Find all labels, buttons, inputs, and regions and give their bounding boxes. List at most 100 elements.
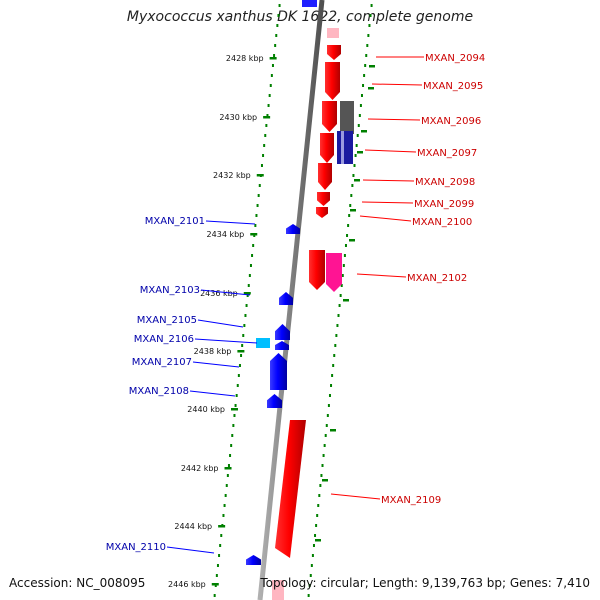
track-dot xyxy=(362,84,365,87)
label-connector xyxy=(356,273,407,278)
track-dot xyxy=(317,504,320,507)
track-dot xyxy=(334,344,337,347)
track-dot xyxy=(240,354,243,357)
track-dot xyxy=(235,394,238,397)
track-dot xyxy=(315,524,318,527)
track-dot xyxy=(343,254,346,257)
track-dot xyxy=(246,294,249,297)
track-dot xyxy=(215,574,218,577)
track-dot xyxy=(359,104,362,107)
track-dot xyxy=(340,284,343,287)
track-dot xyxy=(244,314,247,317)
gc-band xyxy=(361,130,367,133)
track-dot xyxy=(368,24,371,27)
track-dot xyxy=(242,334,245,337)
track-dot xyxy=(351,184,354,187)
track-dot xyxy=(278,4,281,7)
track-dot xyxy=(263,144,266,147)
track-dot xyxy=(310,564,313,567)
track-dot xyxy=(254,224,257,227)
track-dot xyxy=(348,214,351,217)
scale-tick xyxy=(224,467,232,470)
track-dot xyxy=(332,364,335,367)
gc-band xyxy=(369,65,375,68)
track-dot xyxy=(360,94,363,97)
track-dot xyxy=(270,74,273,77)
gene-mxan-2097 xyxy=(320,133,334,163)
track-dot xyxy=(312,544,315,547)
gene-label-mxan-2099: MXAN_2099 xyxy=(414,199,474,210)
track-dot xyxy=(333,354,336,357)
gene-mxan-2095 xyxy=(325,62,340,100)
track-dot xyxy=(262,154,265,157)
label-connector xyxy=(367,118,421,121)
gene-navy-stripe xyxy=(341,131,344,164)
label-connector xyxy=(194,338,258,344)
gene-bottom-pink xyxy=(272,580,284,600)
gene-label-mxan-2103: MXAN_2103 xyxy=(140,285,200,296)
track-dot xyxy=(271,64,274,67)
gene-mxan-2105 xyxy=(275,324,290,340)
track-dot xyxy=(347,224,350,227)
gene-label-mxan-2106: MXAN_2106 xyxy=(134,334,194,345)
gene-top-blue xyxy=(302,0,317,7)
track-dot xyxy=(358,114,361,117)
track-dot xyxy=(349,204,352,207)
gc-band xyxy=(322,479,328,482)
track-dot xyxy=(273,54,276,57)
track-dot xyxy=(266,114,269,117)
track-dot xyxy=(339,294,342,297)
track-dot xyxy=(337,314,340,317)
track-dot xyxy=(327,404,330,407)
track-dot xyxy=(314,534,317,537)
track-dot xyxy=(276,24,279,27)
track-dot xyxy=(330,384,333,387)
track-dot xyxy=(257,194,260,197)
track-dot xyxy=(251,254,254,257)
track-dot xyxy=(364,64,367,67)
gene-mxan-2108 xyxy=(267,394,282,408)
track-dot xyxy=(331,374,334,377)
gene-label-mxan-2102: MXAN_2102 xyxy=(407,273,467,284)
gc-band xyxy=(357,151,363,154)
track-dot xyxy=(227,464,230,467)
scale-label: 2436 kbp xyxy=(200,289,238,298)
label-connector xyxy=(371,83,423,86)
label-connector xyxy=(197,319,244,328)
label-connector xyxy=(200,289,251,296)
track-dot xyxy=(260,164,263,167)
track-dot xyxy=(341,274,344,277)
gene-mxan-2099 xyxy=(317,192,330,206)
gc-band xyxy=(343,299,349,302)
track-dot xyxy=(245,304,248,307)
track-dot xyxy=(249,264,252,267)
track-dot xyxy=(268,94,271,97)
scale-label: 2438 kbp xyxy=(194,347,232,356)
track-dot xyxy=(231,434,234,437)
gene-navy-block xyxy=(337,131,353,164)
label-connector xyxy=(364,149,417,153)
track-dot xyxy=(322,454,325,457)
track-dot xyxy=(319,484,322,487)
track-dot xyxy=(321,464,324,467)
track-dot xyxy=(309,574,312,577)
gene-label-mxan-2098: MXAN_2098 xyxy=(415,177,475,188)
gene-mxan-2101 xyxy=(286,224,300,234)
gene-mxan-2106 xyxy=(256,338,270,348)
track-dot xyxy=(352,174,355,177)
label-connector xyxy=(192,361,240,368)
gene-label-mxan-2095: MXAN_2095 xyxy=(423,81,483,92)
track-dot xyxy=(269,84,272,87)
track-dot xyxy=(311,554,314,557)
gene-label-mxan-2109: MXAN_2109 xyxy=(381,495,441,506)
track-dot xyxy=(353,164,356,167)
track-dot xyxy=(369,14,372,17)
label-connector xyxy=(166,546,215,554)
gene-mxan-2106b xyxy=(275,341,289,350)
track-dot xyxy=(356,134,359,137)
track-dot xyxy=(258,184,261,187)
track-dot xyxy=(264,134,267,137)
track-dot xyxy=(223,504,226,507)
label-connector xyxy=(330,493,381,500)
